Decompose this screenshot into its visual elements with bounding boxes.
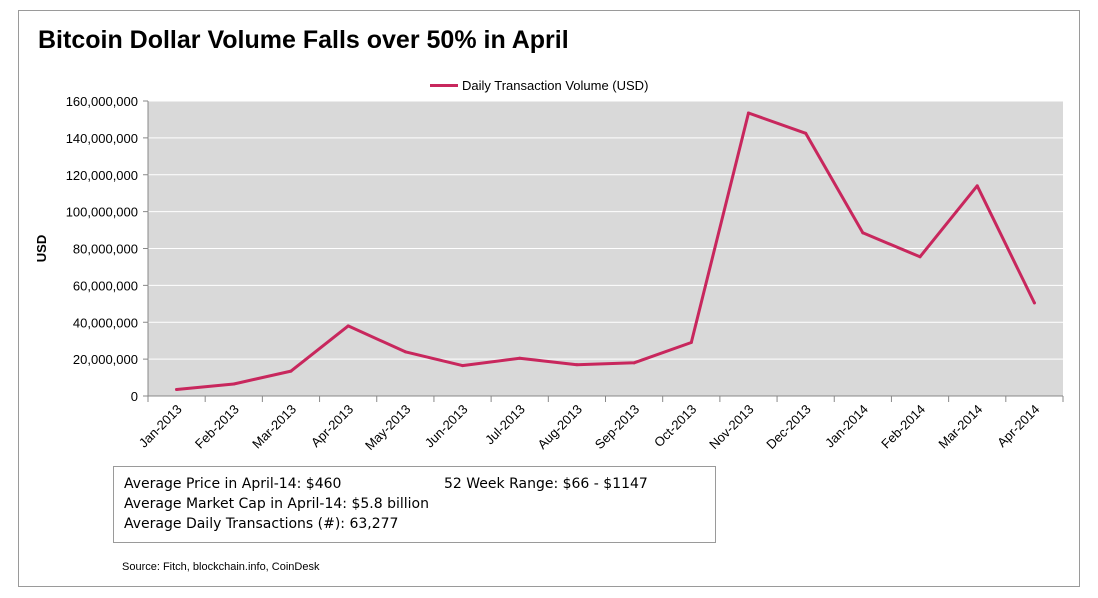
data-point: [918, 255, 922, 259]
x-tick-label: Feb-2014: [878, 402, 928, 452]
data-point: [575, 363, 579, 367]
y-tick-label: 140,000,000: [66, 131, 138, 146]
data-point: [289, 369, 293, 373]
data-point: [403, 350, 407, 354]
source-note: Source: Fitch, blockchain.info, CoinDesk: [122, 561, 320, 573]
x-tick-label: Nov-2013: [706, 402, 756, 452]
data-point: [632, 361, 636, 365]
x-tick-label: May-2013: [362, 402, 413, 453]
x-tick-label: Jul-2013: [482, 402, 528, 448]
data-point: [689, 341, 693, 345]
chart-frame: [18, 10, 1080, 587]
y-tick-label: 120,000,000: [66, 168, 138, 183]
series-line: [175, 111, 1036, 391]
y-tick-label: 60,000,000: [73, 278, 138, 293]
data-point: [804, 131, 808, 135]
data-point: [518, 356, 522, 360]
x-tick-label: Feb-2013: [192, 402, 242, 452]
series-layer: [175, 111, 1036, 392]
avg-transactions-text: Average Daily Transactions (#): 63,277: [124, 516, 399, 532]
week-range-text: 52 Week Range: $66 - $1147: [444, 476, 648, 492]
data-point: [175, 388, 179, 392]
y-tick-label: 40,000,000: [73, 315, 138, 330]
x-tick-label: Oct-2013: [651, 402, 699, 450]
y-tick-label: 0: [131, 389, 138, 404]
x-tick-label: Aug-2013: [535, 402, 585, 452]
y-tick-label: 160,000,000: [66, 94, 138, 109]
x-tick-label: Apr-2013: [308, 402, 356, 450]
data-point: [461, 364, 465, 368]
x-axis-ticks: Jan-2013 Feb-2013 Mar-2013 Apr-2013 May-2013…: [136, 396, 1064, 453]
y-tick-label: 80,000,000: [73, 242, 138, 257]
info-box: Average Price in April-14: $460 Average …: [113, 466, 716, 543]
legend-label: Daily Transaction Volume (USD): [462, 78, 649, 93]
data-point: [346, 324, 350, 328]
data-point: [746, 111, 750, 115]
x-tick-label: Jan-2013: [136, 402, 185, 451]
gridlines: [148, 100, 1063, 360]
x-tick-label: Mar-2014: [935, 402, 985, 452]
data-point: [861, 231, 865, 235]
y-tick-label: 100,000,000: [66, 205, 138, 220]
x-tick-label: Dec-2013: [763, 402, 813, 452]
x-tick-label: Jan-2014: [822, 402, 871, 451]
legend: Daily Transaction Volume (USD): [430, 78, 648, 93]
y-axis-label: USD: [34, 235, 49, 262]
legend-line-swatch: [430, 84, 458, 87]
y-axis-ticks: 0 20,000,000 40,000,000 60,000,000 80,000,00…: [66, 94, 148, 404]
data-point: [975, 184, 979, 188]
y-tick-label: 20,000,000: [73, 352, 138, 367]
x-tick-label: Jun-2013: [422, 402, 471, 451]
chart-title: Bitcoin Dollar Volume Falls over 50% in …: [38, 26, 569, 54]
avg-price-text: Average Price in April-14: $460: [124, 476, 342, 492]
avg-market-cap-text: Average Market Cap in April-14: $5.8 bil…: [124, 496, 429, 512]
x-tick-label: Sep-2013: [592, 402, 642, 452]
x-tick-label: Mar-2013: [249, 402, 299, 452]
data-point: [1032, 301, 1036, 305]
x-tick-label: Apr-2014: [994, 402, 1042, 450]
data-point: [232, 382, 236, 386]
